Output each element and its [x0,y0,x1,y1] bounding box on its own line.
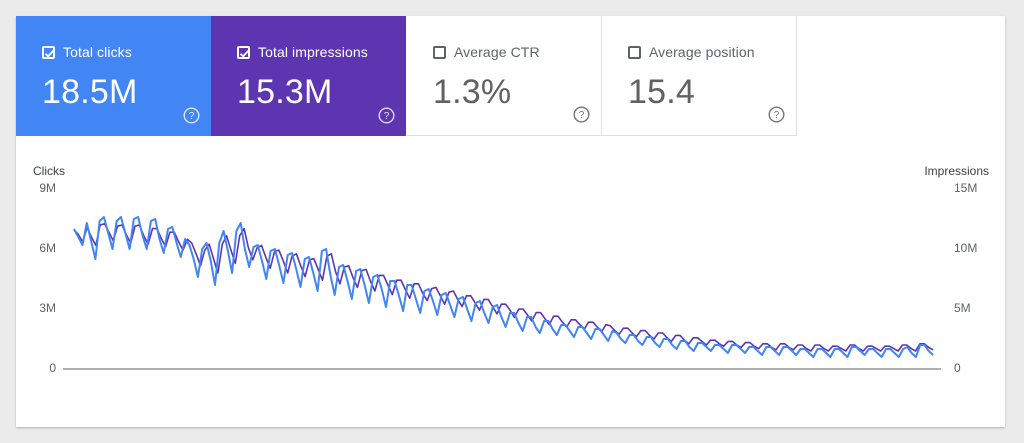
metric-label: Average position [649,44,755,60]
checkbox-unchecked-icon[interactable] [433,45,446,59]
checkbox-checked-icon[interactable] [237,45,250,59]
metric-header: Average position [628,44,755,60]
right-tick: 0 [954,361,961,375]
metric-header: Total impressions [237,44,368,60]
metric-card-total-clicks[interactable]: Total clicks 18.5M ? [16,16,211,136]
impressions-series-line [73,223,934,352]
performance-chart: Clicks Impressions 9M 6M 3M 0 15M 10M 5M… [16,156,1005,406]
performance-panel: Total clicks 18.5M ? Total impressions 1… [16,16,1005,427]
metric-card-total-impressions[interactable]: Total impressions 15.3M ? [211,16,406,136]
svg-text:?: ? [579,110,585,121]
right-axis-title: Impressions [924,164,989,178]
metric-card-average-position[interactable]: Average position 15.4 ? [602,16,797,136]
metric-label: Average CTR [454,44,540,60]
metric-label: Total impressions [258,44,368,60]
metric-card-average-ctr[interactable]: Average CTR 1.3% ? [407,16,602,136]
help-icon[interactable]: ? [573,106,590,123]
metric-label: Total clicks [63,44,132,60]
right-tick: 10M [954,241,978,255]
left-tick: 0 [49,361,56,375]
help-icon[interactable]: ? [183,107,200,124]
help-icon[interactable]: ? [378,107,395,124]
right-tick: 5M [954,301,971,315]
clicks-series-line [73,216,934,358]
left-axis-title: Clicks [33,164,65,178]
svg-text:?: ? [189,111,195,122]
left-tick: 3M [39,301,56,315]
svg-text:?: ? [384,111,390,122]
help-icon[interactable]: ? [768,106,785,123]
left-tick: 6M [39,241,56,255]
checkbox-unchecked-icon[interactable] [628,45,641,59]
metric-value: 1.3% [433,73,512,111]
metric-header: Average CTR [433,44,540,60]
metric-value: 15.3M [237,73,333,111]
chart-plot-area [63,216,941,370]
metric-value: 18.5M [42,73,138,111]
metric-header: Total clicks [42,44,132,60]
right-tick: 15M [954,181,978,195]
left-tick: 9M [39,181,56,195]
checkbox-checked-icon[interactable] [42,45,55,59]
metric-value: 15.4 [628,73,695,111]
metric-cards: Total clicks 18.5M ? Total impressions 1… [16,16,1005,136]
svg-text:?: ? [774,110,780,121]
